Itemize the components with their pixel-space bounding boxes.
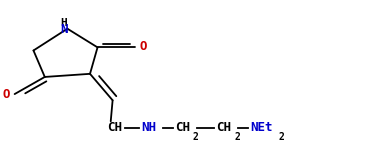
Text: O: O [140,40,147,53]
Text: H: H [60,18,67,28]
Text: NH: NH [141,121,156,134]
Text: 2: 2 [279,132,284,142]
Text: O: O [3,88,10,101]
Text: N: N [60,23,67,36]
Text: 2: 2 [234,132,240,142]
Text: NEt: NEt [250,121,273,134]
Text: CH: CH [107,121,122,134]
Text: CH: CH [175,121,190,134]
Text: 2: 2 [193,132,199,142]
Text: CH: CH [216,121,231,134]
